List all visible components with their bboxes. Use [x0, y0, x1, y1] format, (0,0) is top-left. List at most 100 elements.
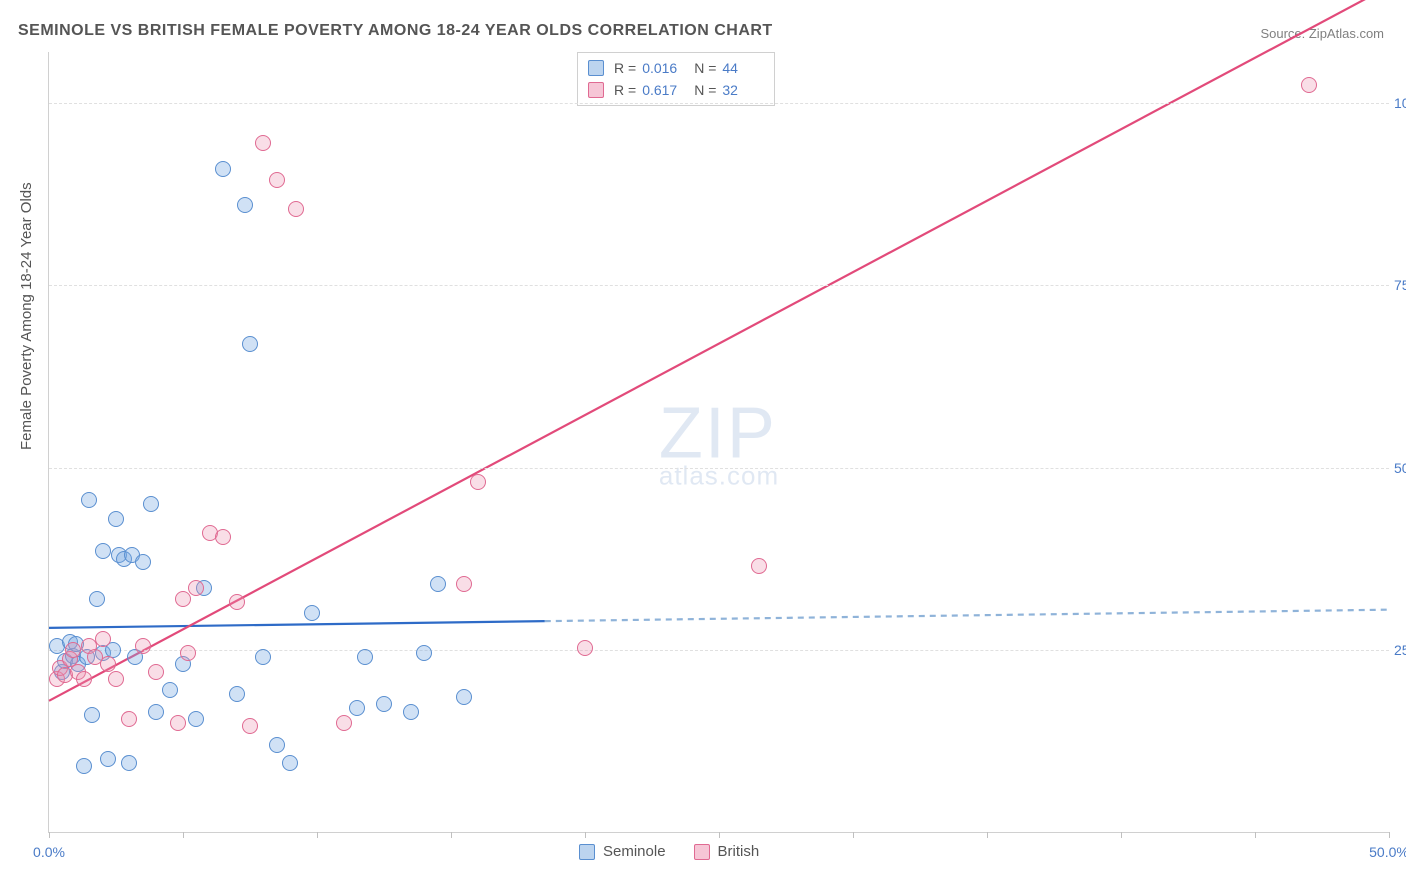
data-point	[577, 640, 593, 656]
x-tick	[719, 832, 720, 838]
data-point	[336, 715, 352, 731]
data-point	[269, 737, 285, 753]
data-point	[81, 492, 97, 508]
data-point	[215, 529, 231, 545]
grid-line	[49, 103, 1389, 104]
x-tick	[49, 832, 50, 838]
stats-n-label: N =	[694, 82, 716, 98]
data-point	[416, 645, 432, 661]
y-tick-label: 100.0%	[1394, 95, 1406, 111]
stats-n-value-seminole: 44	[722, 60, 764, 76]
data-point	[229, 594, 245, 610]
x-tick	[585, 832, 586, 838]
data-point	[430, 576, 446, 592]
data-point	[121, 711, 137, 727]
data-point	[121, 755, 137, 771]
grid-line	[49, 285, 1389, 286]
trend-lines-svg	[49, 52, 1389, 832]
data-point	[255, 135, 271, 151]
data-point	[215, 161, 231, 177]
watermark-sub: atlas.com	[659, 461, 779, 492]
x-tick-label: 0.0%	[33, 844, 65, 860]
x-tick	[1389, 832, 1390, 838]
stats-swatch-seminole	[588, 60, 604, 76]
chart-container: SEMINOLE VS BRITISH FEMALE POVERTY AMONG…	[0, 0, 1406, 892]
y-axis-label: Female Poverty Among 18-24 Year Olds	[18, 182, 35, 450]
data-point	[376, 696, 392, 712]
y-tick-label: 75.0%	[1394, 277, 1406, 293]
stats-row-british: R = 0.617 N = 32	[588, 79, 764, 101]
data-point	[304, 605, 320, 621]
data-point	[100, 751, 116, 767]
trend-line	[49, 621, 545, 628]
data-point	[456, 576, 472, 592]
stats-n-label: N =	[694, 60, 716, 76]
data-point	[288, 201, 304, 217]
chart-title: SEMINOLE VS BRITISH FEMALE POVERTY AMONG…	[18, 22, 773, 40]
data-point	[255, 649, 271, 665]
data-point	[89, 591, 105, 607]
legend-label-british: British	[718, 843, 760, 860]
stats-n-value-british: 32	[722, 82, 764, 98]
stats-r-value-british: 0.617	[642, 82, 684, 98]
data-point	[65, 642, 81, 658]
y-tick-label: 50.0%	[1394, 460, 1406, 476]
data-point	[84, 707, 100, 723]
data-point	[751, 558, 767, 574]
legend-item-seminole: Seminole	[579, 843, 666, 860]
data-point	[1301, 77, 1317, 93]
data-point	[95, 543, 111, 559]
data-point	[175, 591, 191, 607]
legend-item-british: British	[694, 843, 760, 860]
x-tick	[317, 832, 318, 838]
stats-r-value-seminole: 0.016	[642, 60, 684, 76]
stats-legend: R = 0.016 N = 44 R = 0.617 N = 32	[577, 52, 775, 106]
grid-line	[49, 650, 1389, 651]
data-point	[357, 649, 373, 665]
data-point	[143, 496, 159, 512]
x-tick	[853, 832, 854, 838]
series-legend: Seminole British	[579, 843, 759, 860]
data-point	[108, 671, 124, 687]
source-label: Source: ZipAtlas.com	[1260, 26, 1384, 41]
data-point	[76, 671, 92, 687]
data-point	[180, 645, 196, 661]
data-point	[470, 474, 486, 490]
data-point	[148, 704, 164, 720]
x-tick-label: 50.0%	[1369, 844, 1406, 860]
data-point	[95, 631, 111, 647]
data-point	[403, 704, 419, 720]
legend-swatch-british	[694, 844, 710, 860]
data-point	[242, 718, 258, 734]
data-point	[100, 656, 116, 672]
y-tick-label: 25.0%	[1394, 642, 1406, 658]
data-point	[135, 554, 151, 570]
stats-r-label: R =	[614, 60, 636, 76]
watermark-main: ZIP	[659, 394, 777, 474]
data-point	[148, 664, 164, 680]
data-point	[188, 580, 204, 596]
data-point	[108, 511, 124, 527]
data-point	[242, 336, 258, 352]
legend-label-seminole: Seminole	[603, 843, 666, 860]
data-point	[349, 700, 365, 716]
plot-area: ZIPatlas.com R = 0.016 N = 44 R = 0.617 …	[48, 52, 1389, 833]
x-tick	[1255, 832, 1256, 838]
data-point	[456, 689, 472, 705]
stats-r-label: R =	[614, 82, 636, 98]
data-point	[237, 197, 253, 213]
stats-row-seminole: R = 0.016 N = 44	[588, 57, 764, 79]
data-point	[162, 682, 178, 698]
trend-line	[545, 610, 1389, 621]
data-point	[188, 711, 204, 727]
stats-swatch-british	[588, 82, 604, 98]
watermark: ZIPatlas.com	[659, 393, 779, 492]
data-point	[135, 638, 151, 654]
legend-swatch-seminole	[579, 844, 595, 860]
grid-line	[49, 468, 1389, 469]
x-tick	[183, 832, 184, 838]
x-tick	[987, 832, 988, 838]
data-point	[282, 755, 298, 771]
data-point	[229, 686, 245, 702]
x-tick	[451, 832, 452, 838]
